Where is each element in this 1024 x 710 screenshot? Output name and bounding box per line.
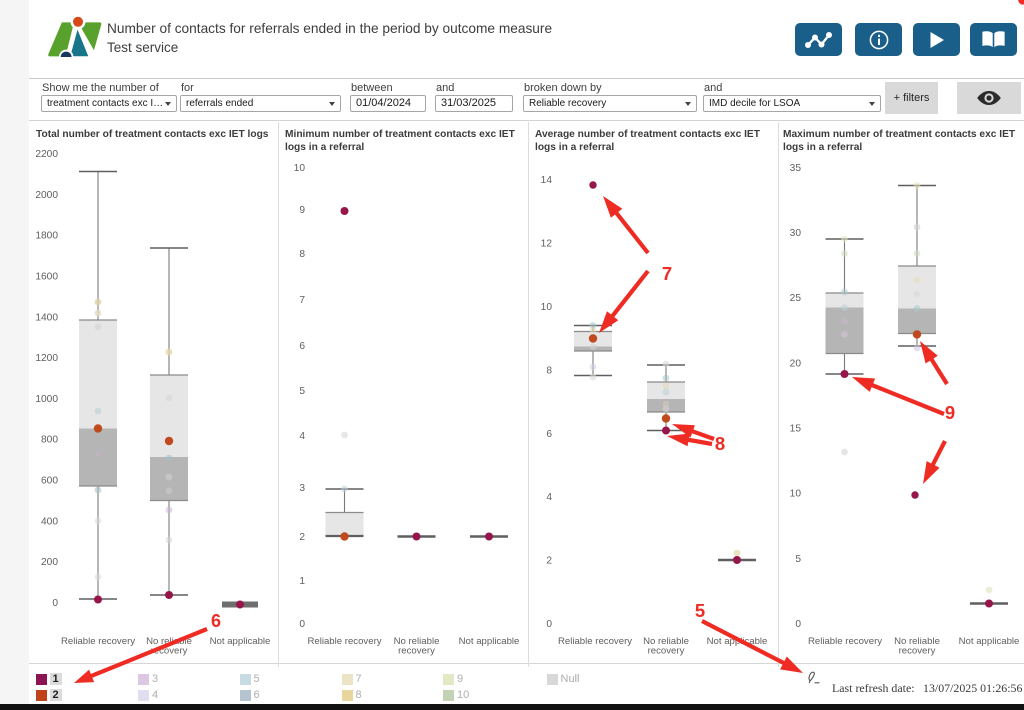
svg-text:400: 400 xyxy=(41,516,58,527)
svg-text:2: 2 xyxy=(546,556,552,567)
svg-text:6: 6 xyxy=(299,341,305,352)
svg-text:Total number of treatment cont: Total number of treatment contacts exc I… xyxy=(36,129,269,140)
svg-text:Not applicable: Not applicable xyxy=(707,636,768,647)
svg-text:Reliable recovery: Reliable recovery xyxy=(558,636,632,647)
svg-text:Not applicable: Not applicable xyxy=(459,636,520,647)
svg-text:4: 4 xyxy=(299,431,305,442)
svg-text:1: 1 xyxy=(299,576,305,587)
svg-text:8: 8 xyxy=(546,365,552,376)
svg-text:10: 10 xyxy=(294,163,306,174)
svg-text:recovery: recovery xyxy=(648,646,685,657)
svg-text:6: 6 xyxy=(546,429,552,440)
svg-text:2200: 2200 xyxy=(35,149,58,160)
svg-text:Minimum number of treatment co: Minimum number of treatment contacts exc… xyxy=(285,129,516,140)
svg-text:35: 35 xyxy=(790,163,802,174)
svg-text:Maximum number of treatment co: Maximum number of treatment contacts exc… xyxy=(783,129,1016,140)
svg-text:0: 0 xyxy=(299,619,305,630)
svg-text:9: 9 xyxy=(945,402,955,423)
svg-text:20: 20 xyxy=(790,358,802,369)
svg-text:8: 8 xyxy=(715,433,725,454)
svg-text:1400: 1400 xyxy=(35,312,58,323)
svg-text:No reliable: No reliable xyxy=(643,636,689,647)
svg-text:Reliable recovery: Reliable recovery xyxy=(307,636,381,647)
svg-text:Not applicable: Not applicable xyxy=(210,636,271,647)
svg-text:7: 7 xyxy=(299,295,305,306)
svg-text:recovery: recovery xyxy=(151,646,188,657)
svg-text:No reliable: No reliable xyxy=(894,636,940,647)
svg-text:Reliable recovery: Reliable recovery xyxy=(61,636,135,647)
svg-text:Not applicable: Not applicable xyxy=(959,636,1020,647)
svg-text:1800: 1800 xyxy=(35,231,58,242)
svg-text:800: 800 xyxy=(41,435,58,446)
svg-text:2: 2 xyxy=(299,532,305,543)
svg-text:3: 3 xyxy=(299,483,305,494)
svg-text:10: 10 xyxy=(790,489,802,500)
svg-text:30: 30 xyxy=(790,228,802,239)
svg-text:14: 14 xyxy=(541,175,553,186)
svg-text:logs in a referral: logs in a referral xyxy=(285,142,364,153)
svg-text:recovery: recovery xyxy=(398,646,435,657)
svg-text:25: 25 xyxy=(790,293,802,304)
svg-text:5: 5 xyxy=(299,386,305,397)
svg-text:1600: 1600 xyxy=(35,271,58,282)
svg-text:1200: 1200 xyxy=(35,353,58,364)
svg-text:logs in a referral: logs in a referral xyxy=(535,142,614,153)
svg-text:1000: 1000 xyxy=(35,394,58,405)
svg-text:logs in a referral: logs in a referral xyxy=(783,142,862,153)
svg-text:Average number of treatment co: Average number of treatment contacts exc… xyxy=(535,129,761,140)
svg-text:7: 7 xyxy=(662,263,672,284)
svg-text:6: 6 xyxy=(211,611,221,631)
svg-text:0: 0 xyxy=(795,619,801,630)
svg-text:Reliable recovery: Reliable recovery xyxy=(808,636,882,647)
svg-text:5: 5 xyxy=(795,554,801,565)
svg-text:4: 4 xyxy=(546,492,552,503)
svg-text:2000: 2000 xyxy=(35,190,58,201)
svg-text:No reliable: No reliable xyxy=(146,636,192,647)
svg-text:recovery: recovery xyxy=(899,646,936,657)
svg-text:12: 12 xyxy=(541,239,553,250)
svg-text:15: 15 xyxy=(790,424,802,435)
svg-text:600: 600 xyxy=(41,476,58,487)
svg-text:0: 0 xyxy=(546,619,552,630)
svg-text:8: 8 xyxy=(299,249,305,260)
svg-text:200: 200 xyxy=(41,557,58,568)
svg-text:No reliable: No reliable xyxy=(394,636,440,647)
svg-text:10: 10 xyxy=(541,302,553,313)
svg-text:5: 5 xyxy=(695,600,705,621)
svg-text:0: 0 xyxy=(52,598,58,609)
svg-text:9: 9 xyxy=(299,205,305,216)
